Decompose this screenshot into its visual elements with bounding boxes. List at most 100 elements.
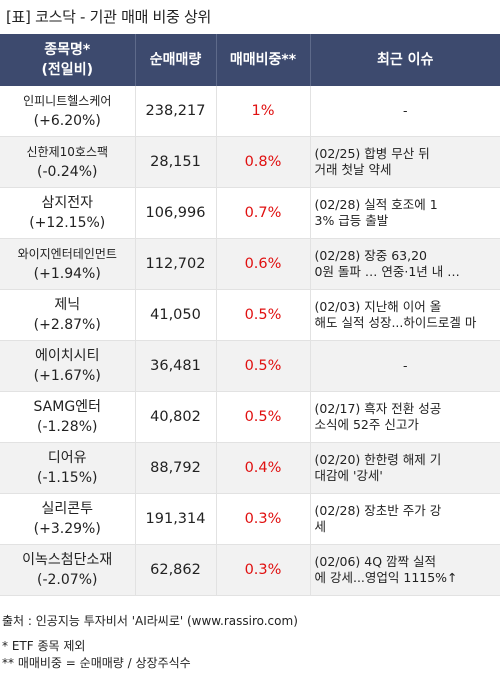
table-row: 제닉 (+2.87%) 41,050 0.5% (02/03) 지난해 이어 올 해도 실… xyxy=(0,289,500,341)
net-volume: 28,151 xyxy=(135,136,217,188)
issue-line1: (02/25) 합병 무산 뒤 xyxy=(314,146,430,161)
issue-line2: 3% 급등 출발 xyxy=(314,213,389,228)
trade-ratio: 0.3% xyxy=(216,493,311,545)
recent-issue: - xyxy=(310,340,500,392)
recent-issue: (02/20) 한한령 해제 기 대감에 '강세' xyxy=(310,442,500,494)
trade-ratio: 0.5% xyxy=(216,340,311,392)
trade-ratio: 0.3% xyxy=(216,544,311,596)
stock-name-cell: 이녹스첨단소재 (-2.07%) xyxy=(0,544,136,596)
stock-change: (+3.29%) xyxy=(33,521,101,537)
stock-change: (-1.15%) xyxy=(37,470,98,486)
stock-name-cell: 인피니트헬스케어 (+6.20%) xyxy=(0,86,136,137)
stock-name: SAMG엔터 xyxy=(33,399,101,415)
net-volume: 62,862 xyxy=(135,544,217,596)
net-volume: 191,314 xyxy=(135,493,217,545)
recent-issue: (02/06) 4Q 깜짝 실적 에 강세...영업익 1115%↑ xyxy=(310,544,500,596)
footnote-ratio: ** 매매비중 = 순매매량 / 상장주식수 xyxy=(2,656,191,670)
net-volume: 88,792 xyxy=(135,442,217,494)
table-header-row: 종목명* (전일비) 순매매량 매매비중** 최근 이슈 xyxy=(0,34,500,86)
trade-ratio: 0.4% xyxy=(216,442,311,494)
table-row: 와이지엔터테인먼트 (+1.94%) 112,702 0.6% (02/28) 장중 6… xyxy=(0,238,500,290)
table-row: SAMG엔터 (-1.28%) 40,802 0.5% (02/17) 흑자 전환 성공… xyxy=(0,391,500,443)
net-volume: 41,050 xyxy=(135,289,217,341)
stock-name-cell: 실리콘투 (+3.29%) xyxy=(0,493,136,545)
table-row: 신한제10호스팩 (-0.24%) 28,151 0.8% (02/25) 합병 무산 … xyxy=(0,136,500,188)
stock-name: 에이치시티 xyxy=(35,348,100,364)
issue-line1: (02/06) 4Q 깜짝 실적 xyxy=(314,554,437,569)
header-name-line1: 종목명* xyxy=(44,42,91,58)
stock-name: 인피니트헬스케어 xyxy=(23,94,112,108)
net-volume: 40,802 xyxy=(135,391,217,443)
issue-line2: 해도 실적 성장...하이드로겔 마 xyxy=(314,315,477,330)
stock-name: 신한제10호스팩 xyxy=(26,145,108,159)
issue-line1: - xyxy=(402,103,408,118)
table-row: 디어유 (-1.15%) 88,792 0.4% (02/20) 한한령 해제 기 대감에… xyxy=(0,442,500,494)
stock-name: 디어유 xyxy=(47,450,87,466)
stock-name: 삼지전자 xyxy=(41,195,94,211)
header-volume: 순매매량 xyxy=(135,34,217,86)
stock-name-cell: SAMG엔터 (-1.28%) xyxy=(0,391,136,443)
issue-line2: 세 xyxy=(314,519,327,534)
issue-line1: (02/03) 지난해 이어 올 xyxy=(314,299,442,314)
net-volume: 36,481 xyxy=(135,340,217,392)
header-issue: 최근 이슈 xyxy=(310,34,500,86)
issue-line2: 에 강세...영업익 1115%↑ xyxy=(314,570,458,585)
page-title: [표] 코스닥 - 기관 매매 비중 상위 xyxy=(6,8,212,26)
table-row: 삼지전자 (+12.15%) 106,996 0.7% (02/28) 실적 호조에 1… xyxy=(0,187,500,239)
net-volume: 238,217 xyxy=(135,86,217,137)
header-ratio: 매매비중** xyxy=(216,34,311,86)
trade-ratio: 0.5% xyxy=(216,289,311,341)
issue-line2: 거래 첫날 약세 xyxy=(314,162,392,177)
stock-change: (+1.94%) xyxy=(33,266,101,282)
stock-name: 실리콘투 xyxy=(41,501,94,517)
trade-ratio: 0.7% xyxy=(216,187,311,239)
stock-name-cell: 디어유 (-1.15%) xyxy=(0,442,136,494)
trade-ratio: 1% xyxy=(216,86,311,137)
issue-line1: (02/20) 한한령 해제 기 xyxy=(314,452,442,467)
footnote-etf: * ETF 종목 제외 xyxy=(2,639,86,653)
issue-line2: 0원 돌파 … 연중·1년 내 … xyxy=(314,264,460,279)
stock-name-cell: 삼지전자 (+12.15%) xyxy=(0,187,136,239)
recent-issue: (02/25) 합병 무산 뒤 거래 첫날 약세 xyxy=(310,136,500,188)
recent-issue: (02/03) 지난해 이어 올 해도 실적 성장...하이드로겔 마 xyxy=(310,289,500,341)
trade-ratio: 0.8% xyxy=(216,136,311,188)
stock-name-cell: 에이치시티 (+1.67%) xyxy=(0,340,136,392)
recent-issue: - xyxy=(310,86,500,137)
net-volume: 112,702 xyxy=(135,238,217,290)
net-volume: 106,996 xyxy=(135,187,217,239)
stock-name-cell: 신한제10호스팩 (-0.24%) xyxy=(0,136,136,188)
trade-ratio: 0.6% xyxy=(216,238,311,290)
table-row: 에이치시티 (+1.67%) 36,481 0.5% - xyxy=(0,340,500,392)
issue-line1: (02/28) 장중 63,20 xyxy=(314,248,428,263)
stock-name-cell: 와이지엔터테인먼트 (+1.94%) xyxy=(0,238,136,290)
stock-change: (-2.07%) xyxy=(37,572,98,588)
stock-change: (+1.67%) xyxy=(33,368,101,384)
stock-change: (+6.20%) xyxy=(33,113,101,129)
source-note: 출처 : 인공지능 투자비서 'AI라씨로' (www.rassiro.com) xyxy=(2,614,298,628)
stock-change: (-1.28%) xyxy=(37,419,98,435)
stock-name: 이녹스첨단소재 xyxy=(22,552,113,568)
stock-name-cell: 제닉 (+2.87%) xyxy=(0,289,136,341)
stock-name: 제닉 xyxy=(54,297,81,313)
recent-issue: (02/17) 흑자 전환 성공 소식에 52주 신고가 xyxy=(310,391,500,443)
issue-line2: 대감에 '강세' xyxy=(314,468,383,483)
issue-line1: - xyxy=(402,358,408,373)
table-row: 인피니트헬스케어 (+6.20%) 238,217 1% - xyxy=(0,86,500,137)
recent-issue: (02/28) 장중 63,20 0원 돌파 … 연중·1년 내 … xyxy=(310,238,500,290)
trading-ratio-table: 종목명* (전일비) 순매매량 매매비중** 최근 이슈 인피니트헬스케어 (+6… xyxy=(0,34,500,596)
table-row: 이녹스첨단소재 (-2.07%) 62,862 0.3% (02/06) 4Q 깜짝 실… xyxy=(0,544,500,596)
stock-change: (-0.24%) xyxy=(37,164,98,180)
issue-line1: (02/17) 흑자 전환 성공 xyxy=(314,401,442,416)
recent-issue: (02/28) 실적 호조에 1 3% 급등 출발 xyxy=(310,187,500,239)
trade-ratio: 0.5% xyxy=(216,391,311,443)
issue-line2: 소식에 52주 신고가 xyxy=(314,417,419,432)
stock-change: (+2.87%) xyxy=(33,317,101,333)
header-name: 종목명* (전일비) xyxy=(0,34,136,86)
issue-line1: (02/28) 실적 호조에 1 xyxy=(314,197,438,212)
header-name-line2: (전일비) xyxy=(41,62,93,78)
issue-line1: (02/28) 장초반 주가 강 xyxy=(314,503,442,518)
stock-change: (+12.15%) xyxy=(29,215,106,231)
stock-name: 와이지엔터테인먼트 xyxy=(17,247,117,261)
